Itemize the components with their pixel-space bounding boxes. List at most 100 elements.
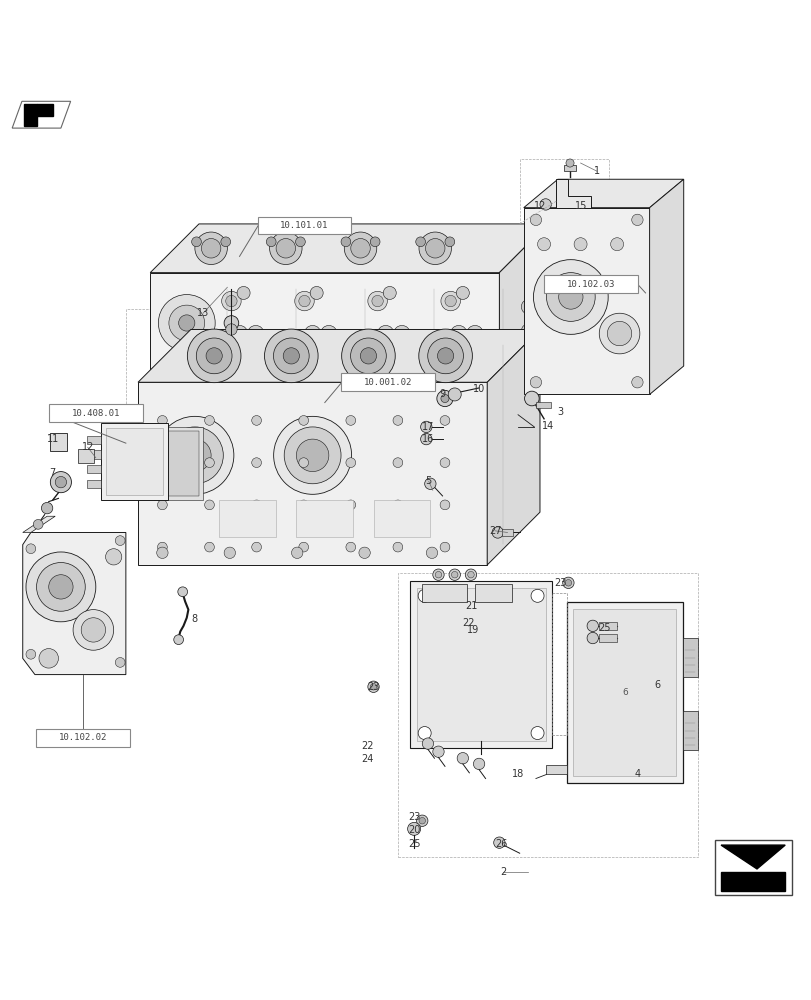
Circle shape xyxy=(273,338,309,374)
Circle shape xyxy=(50,472,71,493)
Polygon shape xyxy=(523,208,649,394)
Circle shape xyxy=(451,571,457,578)
Circle shape xyxy=(178,439,211,472)
Circle shape xyxy=(427,338,463,374)
Bar xyxy=(101,423,168,500)
Circle shape xyxy=(191,237,201,247)
Circle shape xyxy=(294,291,314,311)
Polygon shape xyxy=(649,179,683,394)
Circle shape xyxy=(473,758,484,770)
Circle shape xyxy=(224,316,238,330)
Circle shape xyxy=(437,348,453,364)
Circle shape xyxy=(251,500,261,510)
Circle shape xyxy=(493,837,504,848)
Bar xyxy=(341,373,435,391)
Circle shape xyxy=(537,238,550,251)
Circle shape xyxy=(420,433,431,445)
Bar xyxy=(422,584,466,601)
Text: 7: 7 xyxy=(49,468,56,478)
Circle shape xyxy=(599,313,639,354)
Circle shape xyxy=(36,563,85,611)
Circle shape xyxy=(345,416,355,425)
Bar xyxy=(543,275,637,293)
Circle shape xyxy=(393,500,402,510)
Circle shape xyxy=(418,589,431,602)
Circle shape xyxy=(377,325,393,342)
Circle shape xyxy=(539,199,551,210)
Text: 6: 6 xyxy=(654,680,660,690)
Circle shape xyxy=(393,416,402,425)
Circle shape xyxy=(276,239,295,258)
Circle shape xyxy=(370,237,380,247)
Circle shape xyxy=(225,324,237,335)
Circle shape xyxy=(415,237,425,247)
Circle shape xyxy=(367,681,379,692)
Polygon shape xyxy=(12,101,71,128)
Circle shape xyxy=(49,575,73,599)
Bar xyxy=(126,309,535,435)
Circle shape xyxy=(418,232,451,265)
Bar xyxy=(519,159,608,224)
Circle shape xyxy=(420,421,431,433)
Circle shape xyxy=(418,727,431,740)
Circle shape xyxy=(344,232,376,265)
Text: 18: 18 xyxy=(511,769,524,779)
Circle shape xyxy=(204,416,214,425)
Circle shape xyxy=(360,348,376,364)
Polygon shape xyxy=(523,179,683,208)
Circle shape xyxy=(225,295,237,307)
Text: 12: 12 xyxy=(533,201,546,211)
Text: 14: 14 xyxy=(541,421,554,431)
Bar xyxy=(87,480,101,488)
Bar xyxy=(296,500,353,537)
Circle shape xyxy=(291,547,303,558)
Text: 5: 5 xyxy=(425,476,431,486)
Text: 25: 25 xyxy=(597,623,610,633)
Bar xyxy=(551,593,566,735)
Polygon shape xyxy=(487,329,539,565)
Circle shape xyxy=(418,329,472,383)
Text: 23: 23 xyxy=(367,682,380,692)
Circle shape xyxy=(221,237,230,247)
Circle shape xyxy=(251,458,261,468)
Text: 22: 22 xyxy=(361,741,374,751)
Circle shape xyxy=(157,547,168,558)
Circle shape xyxy=(448,569,460,580)
Bar xyxy=(682,711,697,750)
Text: 12: 12 xyxy=(81,442,94,452)
Circle shape xyxy=(521,299,535,314)
Circle shape xyxy=(562,577,573,589)
Circle shape xyxy=(169,305,204,341)
Circle shape xyxy=(440,500,449,510)
Circle shape xyxy=(41,502,53,514)
Bar xyxy=(599,622,616,630)
Circle shape xyxy=(440,416,449,425)
Text: 4: 4 xyxy=(633,769,640,779)
Bar xyxy=(410,581,551,748)
Text: 10.001.02: 10.001.02 xyxy=(363,378,412,387)
Text: 27: 27 xyxy=(488,526,501,536)
Circle shape xyxy=(370,684,376,690)
Circle shape xyxy=(298,295,310,307)
Bar xyxy=(258,217,350,234)
Bar xyxy=(535,402,550,408)
Text: 6: 6 xyxy=(621,688,627,697)
Circle shape xyxy=(393,325,410,342)
Text: 26: 26 xyxy=(495,839,508,849)
Circle shape xyxy=(450,325,466,342)
Circle shape xyxy=(341,329,395,383)
Text: 24: 24 xyxy=(361,754,374,764)
Circle shape xyxy=(530,377,541,388)
Circle shape xyxy=(295,237,305,247)
Text: 23: 23 xyxy=(553,578,566,588)
Polygon shape xyxy=(720,845,784,869)
Circle shape xyxy=(33,519,43,529)
Circle shape xyxy=(426,547,437,558)
Circle shape xyxy=(440,394,448,403)
Circle shape xyxy=(457,753,468,764)
Circle shape xyxy=(273,416,351,494)
Circle shape xyxy=(546,273,594,321)
Text: 10.102.02: 10.102.02 xyxy=(58,733,107,742)
Circle shape xyxy=(383,286,396,299)
Bar xyxy=(682,638,697,677)
